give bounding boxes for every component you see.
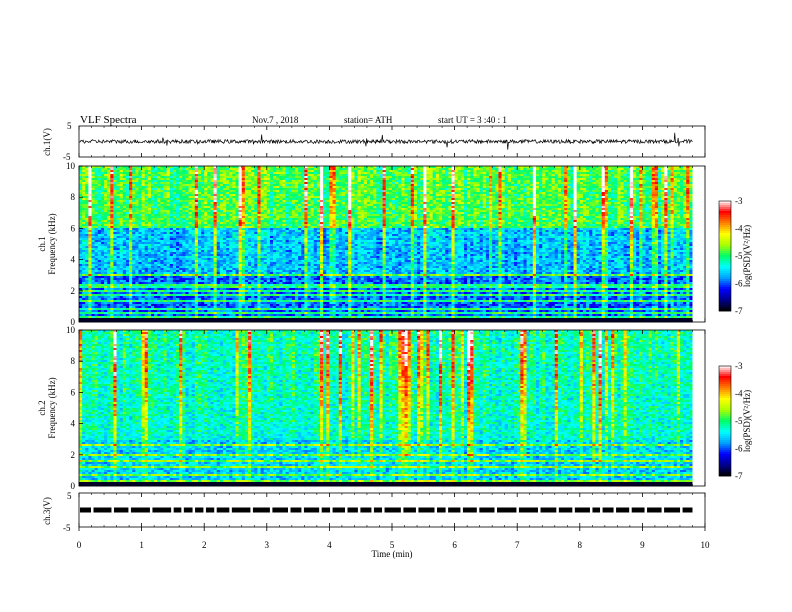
ch1-waveform-line — [79, 133, 692, 150]
ch3-signal-gap — [301, 508, 304, 513]
ch3-ytick-bottom: -5 — [63, 523, 71, 533]
ch3-signal-gap — [495, 508, 498, 513]
ch3-signal-gap — [111, 508, 114, 513]
ch1-spectrogram-ytick-label: 6 — [71, 223, 76, 233]
ch3-ylabel: ch.3(V) — [42, 497, 52, 525]
time-tick-label: 9 — [640, 540, 645, 550]
ch2-spectrogram-ytick-label: 0 — [71, 481, 76, 491]
ch3-signal-gap — [128, 508, 131, 513]
ch3-signal-gap — [193, 508, 196, 513]
figure-title: VLF Spectra — [80, 114, 137, 126]
ch2-spectrogram-ytick-label: 2 — [71, 450, 76, 460]
ch2-colorbar: -3-4-5-6-7 log(PSD)(V²/Hz) — [719, 361, 752, 481]
ch1-colorbar-gradient — [719, 201, 731, 311]
time-tick-label: 2 — [202, 540, 207, 550]
time-tick-label: 0 — [77, 540, 82, 550]
ch1-ylabel: ch.1(V) — [42, 128, 52, 156]
station-label: station= ATH — [344, 115, 393, 125]
ch3-signal-gap — [460, 508, 463, 513]
ch3-signal-gap — [171, 508, 174, 513]
time-tick-label: 10 — [701, 540, 711, 550]
ch3-signal-gap — [645, 508, 648, 513]
ch3-signal-gap — [270, 508, 273, 513]
ch3-signal-gap — [181, 508, 184, 513]
start-ut-label: start UT = 3 :40 : 1 — [438, 115, 507, 125]
ch2-colorbar-tick-label: -3 — [735, 361, 743, 371]
ch3-signal-gap — [662, 508, 665, 513]
time-tick-label: 7 — [515, 540, 520, 550]
ch3-signal-gap — [229, 508, 232, 513]
ch3-signal-gap — [572, 508, 575, 513]
ch2-spectrogram-ytick-label: 10 — [66, 325, 76, 335]
ch3-signal-gap — [556, 508, 559, 513]
ch3-signal-gap — [600, 508, 603, 513]
ch1-colorbar-tick-label: -7 — [735, 306, 743, 316]
ch3-signal-gap — [416, 508, 419, 513]
time-axis-label: Time (min) — [372, 549, 413, 559]
ch3-signal-gap — [371, 508, 374, 513]
ch3-ytick-top: 5 — [67, 491, 72, 501]
ch1-spectrogram-ytick-label: 10 — [66, 161, 76, 171]
ch1-spectrogram-ylabel-line2: Frequency (kHz) — [47, 213, 57, 274]
ch3-signal-gap — [435, 508, 438, 513]
ch3-signal-gap — [288, 508, 291, 513]
ch2-spectrogram-ylabel-line2: Frequency (kHz) — [47, 377, 57, 438]
ch3-gps-trace — [80, 508, 692, 513]
ch3-signal-gap — [150, 508, 153, 513]
ch2-colorbar-gradient — [719, 366, 731, 476]
ch2-colorbar-tick-label: -7 — [735, 471, 743, 481]
ch1-spectrogram-ytick-label: 2 — [71, 286, 76, 296]
ch2-spectrogram-ytick-label: 6 — [71, 387, 76, 397]
ch2-spectrogram-ylabel-line1: ch.2 — [37, 400, 47, 415]
ch3-signal-gap — [401, 508, 404, 513]
ch3-signal-gap — [319, 508, 322, 513]
ch3-signal-gap — [330, 508, 333, 513]
time-tick-label: 1 — [139, 540, 144, 550]
time-tick-label: 4 — [327, 540, 332, 550]
ch1-spectrogram-image — [79, 166, 705, 322]
ch1-waveform-trace — [79, 133, 692, 150]
time-tick-label: 8 — [578, 540, 583, 550]
ch3-signal-gap — [477, 508, 480, 513]
ch3-signal-gap — [614, 508, 617, 513]
ch3-signal-gap — [358, 508, 361, 513]
ch1-spectrogram-ytick-label: 8 — [71, 192, 76, 202]
ch3-signal-gap — [214, 508, 217, 513]
ch2-spectrogram-panel: 10 8 6 4 2 0 ch.2 Frequency (kHz) — [37, 325, 705, 491]
ch1-spectrogram-ytick-label: 4 — [71, 255, 76, 265]
ch1-ytick-top: 5 — [67, 121, 72, 131]
ch2-spectrogram-image — [79, 330, 705, 486]
time-tick-label: 6 — [452, 540, 457, 550]
ch3-signal-gap — [203, 508, 206, 513]
ch3-signal-gap — [590, 508, 593, 513]
ch3-signal-gap — [250, 508, 253, 513]
ch3-signal-gap — [516, 508, 519, 513]
ch2-spectrogram-ytick-label: 4 — [71, 419, 76, 429]
ch3-signal-gap — [345, 508, 348, 513]
ch1-spectrogram-ylabel-line1: ch.1 — [37, 236, 47, 251]
ch3-signal-gap — [629, 508, 632, 513]
ch3-signal-gap — [91, 508, 94, 513]
ch2-colorbar-label: log(PSD)(V²/Hz) — [742, 390, 752, 452]
ch2-spectrogram-ytick-label: 8 — [71, 356, 76, 366]
vlf-spectra-figure: VLF Spectra Nov.7 , 2018 station= ATH st… — [0, 0, 792, 612]
ch1-colorbar: -3-4-5-6-7 log(PSD)(V²/Hz) — [719, 196, 752, 316]
ch3-signal-gap — [446, 508, 449, 513]
ch1-colorbar-label: log(PSD)(V²/Hz) — [742, 225, 752, 287]
time-tick-label: 3 — [265, 540, 270, 550]
ch3-signal-gap — [382, 508, 385, 513]
ch3-signal-gap — [680, 508, 683, 513]
ch1-colorbar-tick-label: -3 — [735, 196, 743, 206]
date-label: Nov.7 , 2018 — [252, 115, 299, 125]
ch3-signal-gap — [538, 508, 541, 513]
